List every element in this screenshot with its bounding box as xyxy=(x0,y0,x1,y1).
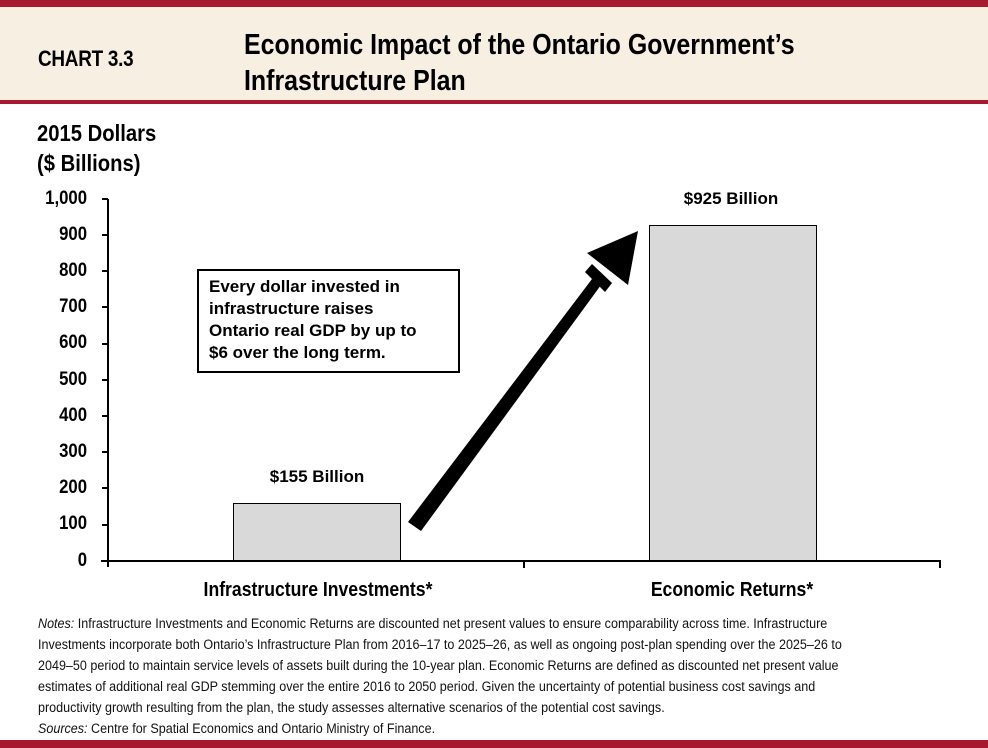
y-tick-label: 900 xyxy=(59,224,87,245)
sources-label: Sources: xyxy=(38,721,88,736)
chart-notes: Notes: Infrastructure Investments and Ec… xyxy=(38,613,953,739)
y-axis-title-line1: 2015 Dollars xyxy=(37,120,157,146)
y-tick-label: 100 xyxy=(59,513,87,534)
top-brand-band xyxy=(0,0,988,7)
y-axis-title-line2: ($ Billions) xyxy=(37,150,141,176)
chart-header: CHART 3.3 Economic Impact of the Ontario… xyxy=(0,7,988,100)
notes-label: Notes: xyxy=(38,616,75,631)
chart-title-line1: Economic Impact of the Ontario Governmen… xyxy=(244,29,795,61)
axes-and-arrow xyxy=(101,198,941,568)
plot-area: 1,000 900 800 700 600 500 400 300 200 10… xyxy=(45,188,941,601)
callout-box: Every dollar invested in infrastructure … xyxy=(197,269,460,373)
chart-number: CHART 3.3 xyxy=(38,46,134,71)
y-tick-label: 0 xyxy=(77,550,87,571)
callout-line: Every dollar invested in xyxy=(209,277,400,296)
bottom-brand-band xyxy=(0,740,988,748)
y-tick-label: 1,000 xyxy=(45,188,87,209)
y-tick-label: 800 xyxy=(59,260,87,281)
bar-economic-returns xyxy=(649,225,817,562)
y-tick-label: 400 xyxy=(59,405,87,426)
bar-value-label: $925 Billion xyxy=(683,189,779,208)
x-category-label: Economic Returns* xyxy=(650,579,814,601)
chart-title-line2: Infrastructure Plan xyxy=(244,65,466,97)
notes-line: Notes: Infrastructure Investments and Ec… xyxy=(38,613,953,634)
bar-value-label: $155 Billion xyxy=(269,467,365,486)
notes-line: estimates of additional real GDP stemmin… xyxy=(38,679,816,694)
x-category-label: Infrastructure Investments* xyxy=(203,579,433,601)
callout-line: $6 over the long term. xyxy=(209,343,386,362)
callout-line: Ontario real GDP by up to xyxy=(209,321,417,340)
sources-text: Centre for Spatial Economics and Ontario… xyxy=(87,721,436,736)
notes-line: productivity growth resulting from the p… xyxy=(38,700,665,715)
y-tick-label: 200 xyxy=(59,477,87,498)
y-tick-label: 600 xyxy=(59,332,87,353)
chart-title: Economic Impact of the Ontario Governmen… xyxy=(244,27,898,99)
arrow-icon xyxy=(408,231,638,531)
sources-line: Sources: Centre for Spatial Economics an… xyxy=(38,718,953,739)
y-axis xyxy=(102,198,109,567)
callout-line: infrastructure raises xyxy=(209,299,374,318)
x-axis xyxy=(101,560,941,568)
header-rule xyxy=(0,100,988,104)
bar-infrastructure-investments xyxy=(233,503,401,562)
notes-line: 2049–50 period to maintain service level… xyxy=(38,658,839,673)
y-axis-title: 2015 Dollars ($ Billions) xyxy=(37,118,156,178)
y-tick-label: 700 xyxy=(59,296,87,317)
notes-text: Infrastructure Investments and Economic … xyxy=(74,616,828,631)
y-tick-label: 500 xyxy=(59,369,87,390)
notes-line: Investments incorporate both Ontario’s I… xyxy=(38,637,842,652)
y-tick-label: 300 xyxy=(59,441,87,462)
